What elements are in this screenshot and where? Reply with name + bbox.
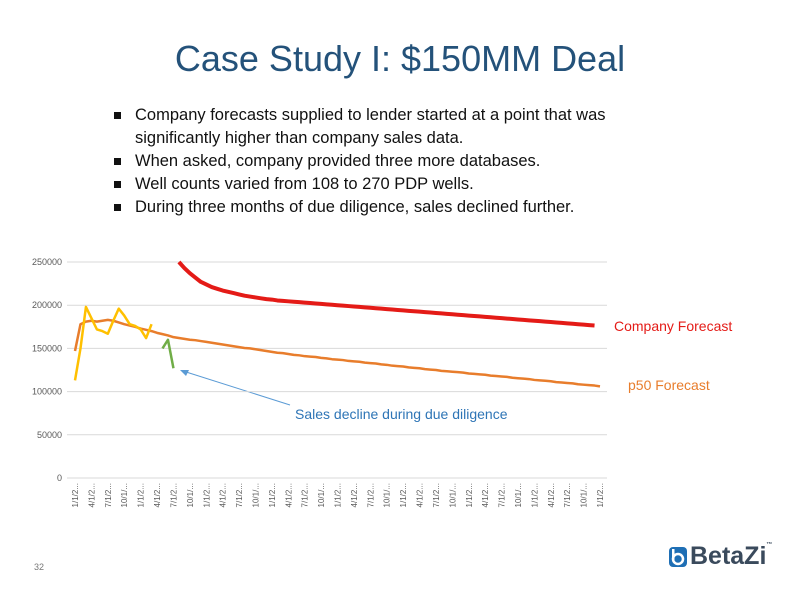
logo: BetaZi™	[690, 542, 772, 571]
x-tick-label: 4/1/2...	[284, 483, 293, 507]
x-tick-label: 4/1/2...	[153, 483, 162, 507]
bullet: When asked, company provided three more …	[112, 150, 672, 173]
series-line	[177, 260, 595, 328]
y-tick-label: 250000	[32, 257, 62, 267]
x-tick-label: 10/1/...	[317, 483, 326, 507]
x-tick-label: 4/1/2...	[219, 483, 228, 507]
bullet: During three months of due diligence, sa…	[112, 196, 672, 219]
x-tick-label: 1/1/2...	[399, 483, 408, 507]
logo-text: BetaZi	[690, 542, 767, 570]
x-tick-label: 7/1/2...	[366, 483, 375, 507]
x-tick-label: 7/1/2...	[169, 483, 178, 507]
y-tick-label: 0	[57, 473, 62, 483]
x-tick-label: 10/1/...	[251, 483, 260, 507]
x-tick-label: 1/1/2...	[334, 483, 343, 507]
bullet: Well counts varied from 108 to 270 PDP w…	[112, 173, 672, 196]
x-tick-label: 1/1/2...	[596, 483, 605, 507]
x-tick-label: 7/1/2...	[498, 483, 507, 507]
x-tick-label: 1/1/2...	[202, 483, 211, 507]
x-tick-label: 10/1/...	[120, 483, 129, 507]
x-tick-label: 7/1/2...	[301, 483, 310, 507]
bullet-list: Company forecasts supplied to lender sta…	[112, 104, 672, 219]
series-label: p50 Forecast	[628, 377, 710, 393]
x-tick-label: 7/1/2...	[104, 483, 113, 507]
series-label: Company Forecast	[614, 318, 732, 334]
x-tick-label: 1/1/2...	[465, 483, 474, 507]
arrow-head	[180, 370, 189, 376]
page-number: 32	[34, 562, 45, 572]
series-line	[73, 318, 601, 388]
bullet: Company forecasts supplied to lender sta…	[112, 104, 672, 150]
x-tick-label: 4/1/2...	[481, 483, 490, 507]
x-tick-label: 7/1/2...	[432, 483, 441, 507]
x-tick-label: 10/1/...	[448, 483, 457, 507]
logo-mark: ™	[766, 542, 773, 548]
x-tick-label: 4/1/2...	[350, 483, 359, 507]
x-tick-label: 10/1/...	[514, 483, 523, 507]
annotation: Sales decline during due diligence	[295, 406, 508, 422]
slide-title: Case Study I: $150MM Deal	[174, 38, 626, 79]
x-tick-label: 7/1/2...	[235, 483, 244, 507]
x-tick-label: 7/1/2...	[563, 483, 572, 507]
x-tick-label: 1/1/2...	[268, 483, 277, 507]
x-tick-label: 4/1/2...	[87, 483, 96, 507]
x-tick-label: 1/1/2...	[530, 483, 539, 507]
x-tick-label: 10/1/...	[580, 483, 589, 507]
y-tick-label: 150000	[32, 343, 62, 353]
x-tick-label: 10/1/...	[383, 483, 392, 507]
y-tick-label: 100000	[32, 387, 62, 397]
logo-icon	[669, 547, 687, 567]
series-line	[161, 338, 175, 369]
y-tick-label: 50000	[37, 430, 62, 440]
y-tick-label: 200000	[32, 300, 62, 310]
x-tick-label: 1/1/2...	[71, 483, 80, 507]
x-tick-label: 4/1/2...	[547, 483, 556, 507]
x-tick-label: 10/1/...	[186, 483, 195, 507]
x-tick-label: 4/1/2...	[416, 483, 425, 507]
x-tick-label: 1/1/2...	[137, 483, 146, 507]
series-line	[73, 305, 153, 381]
annotation-arrow	[182, 370, 291, 406]
